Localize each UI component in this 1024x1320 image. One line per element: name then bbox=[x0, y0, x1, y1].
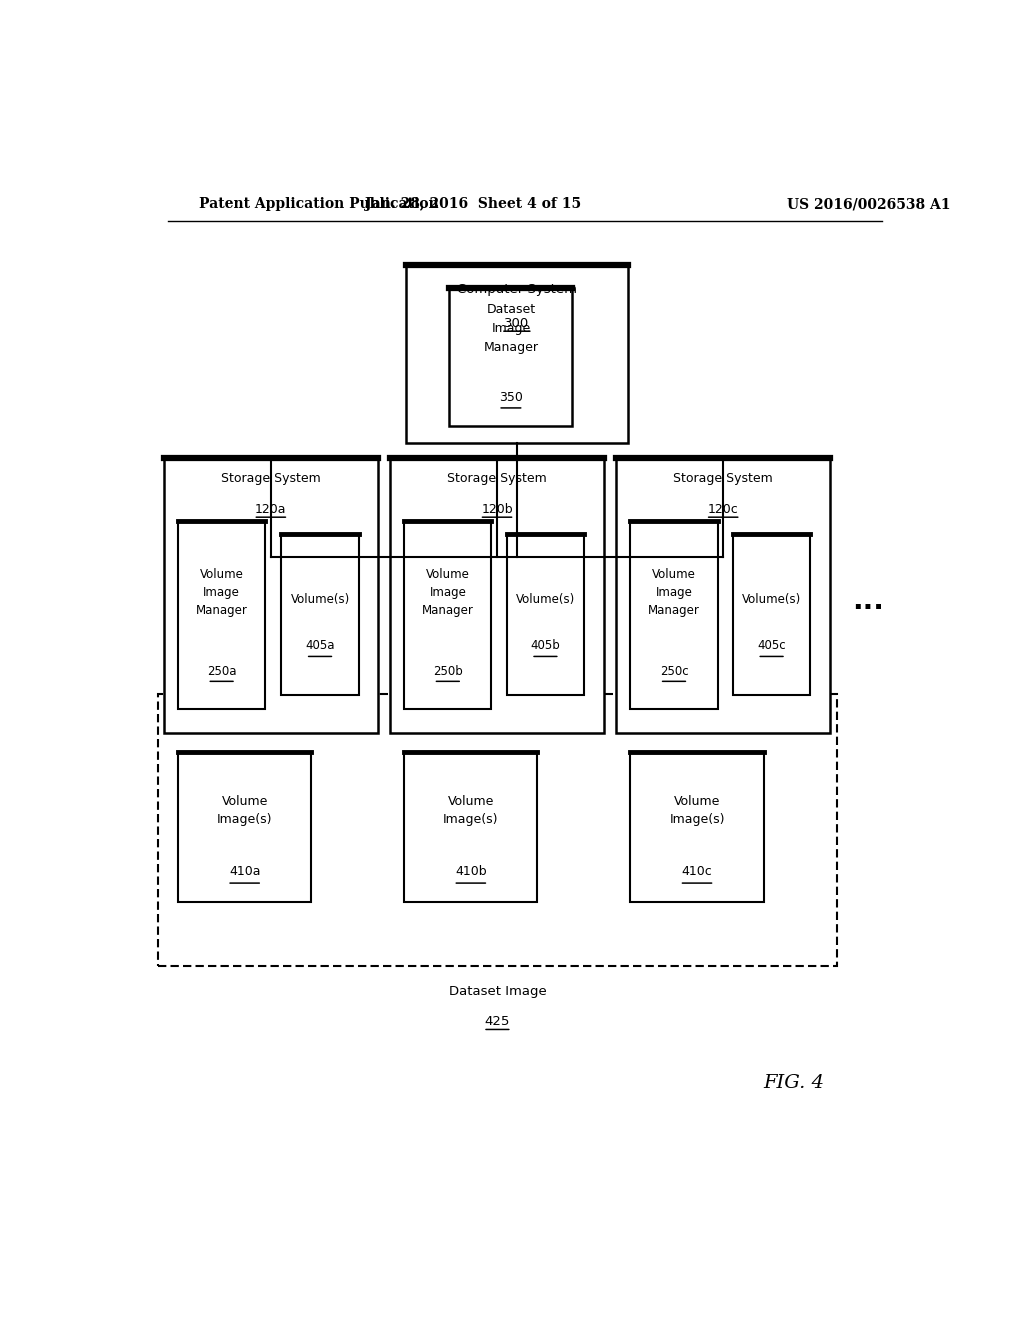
Bar bbox=[733, 535, 811, 696]
Text: Volume
Image
Manager: Volume Image Manager bbox=[196, 569, 248, 618]
Bar bbox=[404, 752, 538, 903]
Text: Dataset Image: Dataset Image bbox=[449, 985, 546, 998]
Text: Volume(s): Volume(s) bbox=[742, 593, 801, 606]
Text: Storage System: Storage System bbox=[221, 473, 321, 486]
Bar bbox=[390, 458, 604, 733]
Bar bbox=[450, 289, 572, 426]
Bar bbox=[158, 694, 837, 966]
Text: Storage System: Storage System bbox=[447, 473, 547, 486]
Bar bbox=[178, 521, 265, 709]
Bar bbox=[507, 535, 585, 696]
Text: Volume
Image(s): Volume Image(s) bbox=[443, 796, 499, 826]
Bar bbox=[164, 458, 378, 733]
Text: 250b: 250b bbox=[433, 665, 463, 677]
Text: 410b: 410b bbox=[455, 866, 486, 878]
Text: 410a: 410a bbox=[229, 866, 260, 878]
Bar bbox=[631, 521, 718, 709]
Bar bbox=[178, 752, 311, 903]
Bar bbox=[282, 535, 359, 696]
Bar bbox=[404, 521, 492, 709]
Text: 120c: 120c bbox=[708, 503, 738, 516]
Text: Storage System: Storage System bbox=[674, 473, 773, 486]
Text: 405b: 405b bbox=[530, 639, 560, 652]
Text: 410c: 410c bbox=[682, 866, 713, 878]
Text: Volume(s): Volume(s) bbox=[516, 593, 575, 606]
Text: US 2016/0026538 A1: US 2016/0026538 A1 bbox=[786, 197, 950, 211]
Text: Volume
Image(s): Volume Image(s) bbox=[217, 796, 272, 826]
Text: 120b: 120b bbox=[481, 503, 513, 516]
Text: 250c: 250c bbox=[659, 665, 688, 677]
Text: 250a: 250a bbox=[207, 665, 237, 677]
Text: FIG. 4: FIG. 4 bbox=[763, 1074, 824, 1093]
Text: Volume(s): Volume(s) bbox=[291, 593, 349, 606]
Text: ...: ... bbox=[852, 586, 884, 615]
Text: Volume
Image(s): Volume Image(s) bbox=[670, 796, 725, 826]
Text: 425: 425 bbox=[484, 1015, 510, 1028]
Text: 300: 300 bbox=[504, 317, 529, 330]
Text: Computer System: Computer System bbox=[457, 284, 577, 297]
Bar bbox=[406, 265, 628, 444]
Text: 350: 350 bbox=[499, 391, 523, 404]
Bar bbox=[616, 458, 830, 733]
Text: 405a: 405a bbox=[305, 639, 335, 652]
Bar bbox=[631, 752, 764, 903]
Text: 405c: 405c bbox=[758, 639, 786, 652]
Text: 120a: 120a bbox=[255, 503, 287, 516]
Text: Jan. 28, 2016  Sheet 4 of 15: Jan. 28, 2016 Sheet 4 of 15 bbox=[366, 197, 582, 211]
Text: Volume
Image
Manager: Volume Image Manager bbox=[422, 569, 474, 618]
Text: Dataset
Image
Manager: Dataset Image Manager bbox=[483, 304, 539, 354]
Text: Volume
Image
Manager: Volume Image Manager bbox=[648, 569, 700, 618]
Text: Patent Application Publication: Patent Application Publication bbox=[200, 197, 439, 211]
